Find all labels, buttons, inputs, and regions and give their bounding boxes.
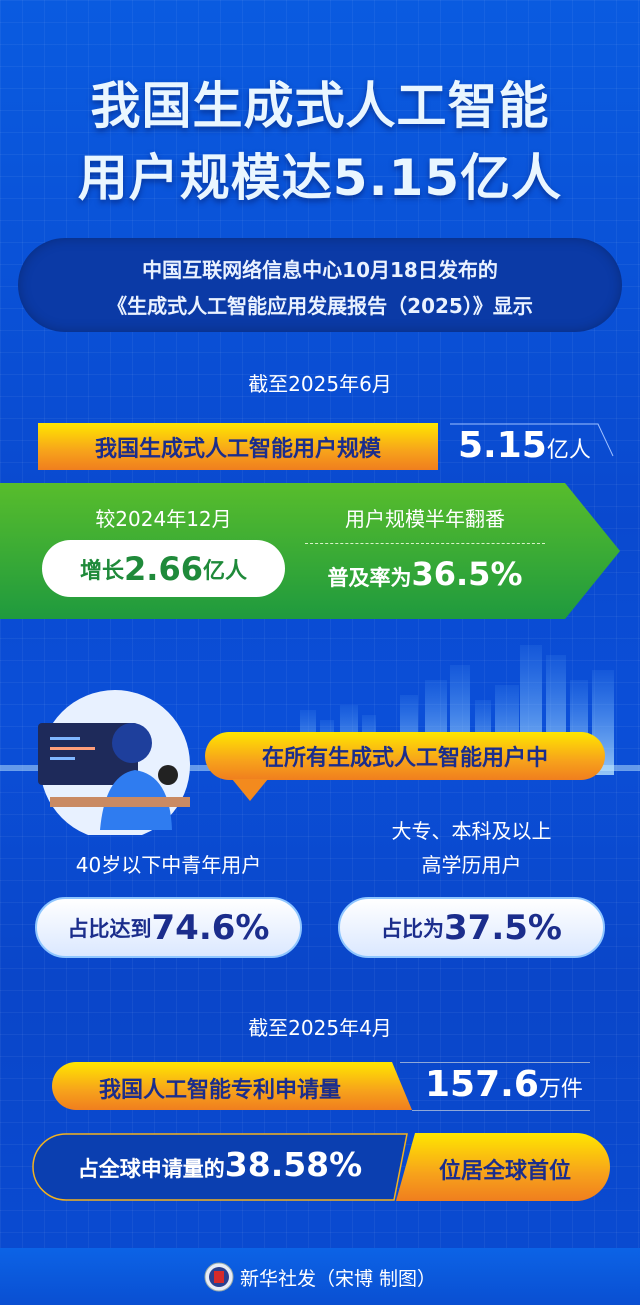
title-line1: 我国生成式人工智能 [90, 77, 550, 135]
credit-text: 新华社发（宋博 制图） [239, 1267, 437, 1290]
user-scale-number: 5.15 [458, 425, 547, 466]
patent-label: 我国人工智能专利申请量 [98, 1078, 341, 1103]
young-value: 74.6% [151, 907, 270, 948]
title-line2: 用户规模达5.15亿人 [77, 149, 563, 207]
footer-band [0, 1248, 640, 1305]
user-scale-unit: 亿人 [546, 438, 591, 463]
subtitle-line1: 中国互联网络信息中心10月18日发布的 [142, 258, 498, 282]
growth-prefix: 增长 [80, 558, 125, 584]
footer-credit: 新华社发（宋博 制图） [0, 1262, 640, 1292]
subtitle-box [18, 238, 622, 332]
patent-unit: 万件 [538, 1077, 583, 1102]
growth-value: 2.66 [124, 549, 203, 588]
growth-unit: 亿人 [202, 558, 247, 584]
global-share-pill [32, 1133, 610, 1201]
city-skyline-illustration [0, 645, 640, 835]
value-top-line [400, 1062, 590, 1063]
xinhua-logo-icon [204, 1262, 234, 1292]
section1-date: 截至2025年6月 [248, 372, 392, 396]
callout-text: 在所有生成式人工智能用户中 [261, 746, 548, 771]
value-frame-line [450, 423, 614, 457]
user-scale-label-box: 我国生成式人工智能用户规模 [38, 423, 438, 470]
callout-bubble: 在所有生成式人工智能用户中 [205, 732, 605, 780]
double-label: 用户规模半年翻番 [345, 507, 505, 531]
share-value: 38.58% [224, 1145, 363, 1184]
growth-pill: 增长 2.66 亿人 [42, 540, 285, 597]
educated-value: 37.5% [444, 907, 562, 948]
rate-value: 36.5% [411, 555, 523, 593]
callout-pointer [232, 779, 268, 801]
user-scale-label: 我国生成式人工智能用户规模 [94, 436, 381, 462]
subtitle-line2: 《生成式人工智能应用发展报告（2025）》显示 [107, 294, 533, 318]
global-rank: 位居全球首位 [438, 1159, 571, 1184]
user-scale-value: 5.15亿人 [458, 425, 591, 466]
rate-prefix: 普及率为 [327, 566, 412, 590]
educated-users-label1: 大专、本科及以上 [391, 819, 552, 843]
global-share-text: 占全球申请量的38.58% [50, 1145, 390, 1184]
value-bottom-line [412, 1110, 590, 1111]
person-at-computer-icon [38, 690, 190, 835]
penetration-rate: 普及率为36.5% [305, 555, 545, 593]
dashed-divider [305, 543, 545, 544]
young-users-label: 40岁以下中青年用户 [75, 853, 262, 877]
section3-date: 截至2025年4月 [248, 1016, 392, 1040]
compare-label: 较2024年12月 [95, 507, 232, 531]
patent-number: 157.6 [425, 1064, 539, 1105]
share-prefix: 占全球申请量的 [77, 1157, 225, 1181]
educated-users-label2: 高学历用户 [421, 853, 522, 877]
young-users-pill: 占比达到 74.6% [35, 897, 302, 958]
educated-users-pill: 占比为 37.5% [338, 897, 605, 958]
patent-label-box [52, 1062, 412, 1110]
educated-prefix: 占比为 [381, 916, 445, 941]
patent-value: 157.6万件 [425, 1064, 583, 1105]
young-prefix: 占比达到 [67, 916, 152, 941]
